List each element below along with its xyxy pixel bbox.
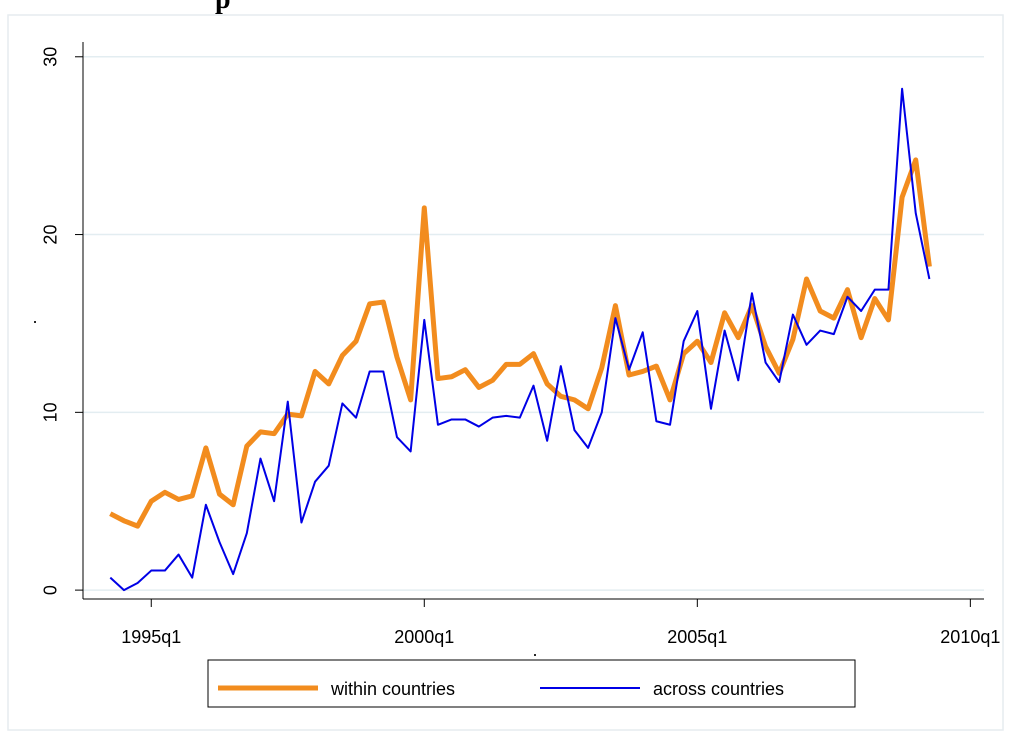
series-line (109, 157, 932, 529)
y-tick-label: 10 (41, 402, 61, 422)
y-tick-label: 30 (41, 47, 61, 67)
legend-box (207, 659, 856, 708)
x-tick-label: 1995q1 (121, 627, 181, 647)
x-tick-label: 2000q1 (394, 627, 454, 647)
x-tick-label: 2010q1 (940, 627, 1000, 647)
y-tick-label: 0 (41, 585, 61, 595)
x-tick-label: 2005q1 (667, 627, 727, 647)
chart-title: p (215, 0, 231, 15)
plot-region-frame (7, 14, 1004, 731)
y-axis-label: . (20, 319, 40, 324)
y-tick-label: 20 (41, 225, 61, 245)
legend-label: across countries (653, 679, 784, 699)
series-line (109, 87, 931, 592)
legend-label: within countries (330, 679, 455, 699)
x-axis-label: . (532, 640, 537, 660)
